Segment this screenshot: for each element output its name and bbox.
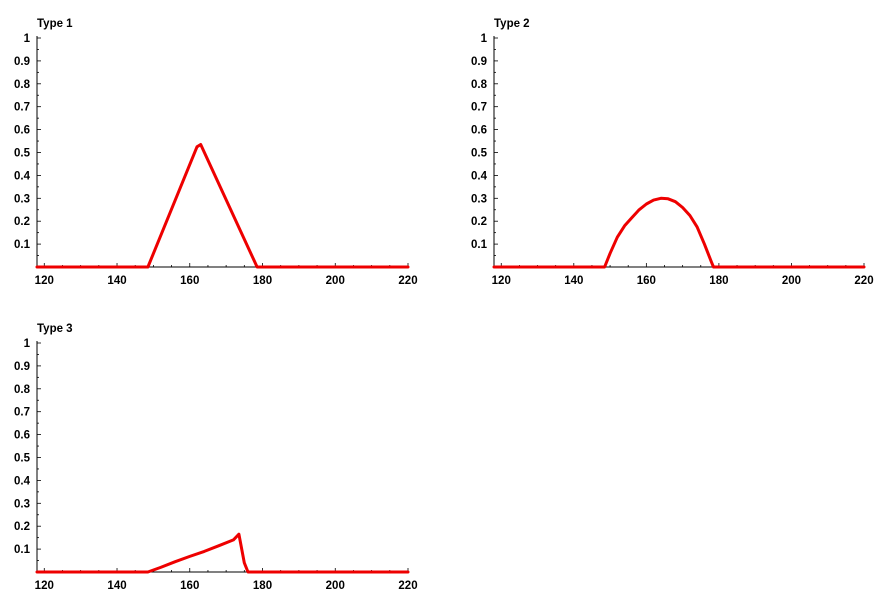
x-tick-label: 220 <box>398 275 417 287</box>
series-line <box>35 143 410 269</box>
panel-title: Type 2 <box>494 18 530 30</box>
y-tick-label: 0.9 <box>14 361 30 373</box>
x-tick-label: 220 <box>854 275 873 287</box>
y-tick-label: 0.7 <box>471 102 487 114</box>
x-tick-label: 180 <box>253 580 272 592</box>
y-tick-label: 0.1 <box>14 544 31 556</box>
y-tick-label: 0.8 <box>14 384 31 396</box>
y-tick-label: 0.2 <box>14 216 30 228</box>
x-tick-label: 120 <box>35 275 54 287</box>
y-tick-label: 0.3 <box>14 193 30 205</box>
x-tick-label: 120 <box>492 275 511 287</box>
y-tick-label: 0.5 <box>14 148 31 160</box>
y-tick-label: 0.9 <box>14 56 30 68</box>
panel-title: Type 1 <box>37 18 73 30</box>
x-tick-label: 200 <box>326 580 345 592</box>
y-tick-label: 0.2 <box>14 521 30 533</box>
x-tick-label: 200 <box>326 275 345 287</box>
y-tick-label: 0.5 <box>471 148 488 160</box>
y-tick-label: 0.6 <box>14 125 30 137</box>
y-tick-label: 0.2 <box>471 216 487 228</box>
y-tick-label: 0.1 <box>14 239 31 251</box>
x-tick-label: 140 <box>107 275 126 287</box>
y-tick-label: 1 <box>24 338 31 350</box>
x-tick-label: 140 <box>564 275 583 287</box>
x-tick-label: 160 <box>180 580 199 592</box>
y-tick-label: 0.4 <box>471 170 488 182</box>
x-tick-label: 180 <box>709 275 728 287</box>
y-tick-label: 0.6 <box>14 430 30 442</box>
y-tick-label: 0.4 <box>14 170 31 182</box>
y-tick-label: 0.9 <box>471 56 487 68</box>
y-tick-label: 0.3 <box>471 193 487 205</box>
chart-panel-type-2: Type 2 120 140 160 180 200 220 0.1 0.2 0.3 0.4 0.5 0… <box>471 18 874 287</box>
y-tick-label: 0.5 <box>14 453 31 465</box>
x-tick-label: 180 <box>253 275 272 287</box>
x-tick-label: 220 <box>398 580 417 592</box>
series-line <box>492 196 866 269</box>
x-tick-label: 120 <box>35 580 54 592</box>
panel-title: Type 3 <box>37 323 73 335</box>
y-tick-label: 0.4 <box>14 475 31 487</box>
y-tick-label: 0.7 <box>14 407 30 419</box>
y-tick-label: 0.7 <box>14 102 30 114</box>
x-tick-label: 200 <box>782 275 801 287</box>
x-tick-label: 160 <box>180 275 199 287</box>
y-tick-label: 1 <box>481 33 488 45</box>
x-tick-label: 160 <box>637 275 656 287</box>
series-line <box>35 532 410 574</box>
y-tick-label: 0.3 <box>14 498 30 510</box>
chart-panel-type-1: Type 1 120 140 160 180 200 220 0.1 0.2 0.3 0.4 0.5 0… <box>14 18 418 287</box>
y-tick-label: 1 <box>24 33 31 45</box>
x-tick-label: 140 <box>107 580 126 592</box>
y-tick-label: 0.6 <box>471 125 487 137</box>
chart-panel-type-3: Type 3 120 140 160 180 200 220 0.1 0.2 0.3 0.4 0.5 0… <box>14 323 418 592</box>
y-tick-label: 0.1 <box>471 239 488 251</box>
y-tick-label: 0.8 <box>14 79 31 91</box>
y-tick-label: 0.8 <box>471 79 488 91</box>
